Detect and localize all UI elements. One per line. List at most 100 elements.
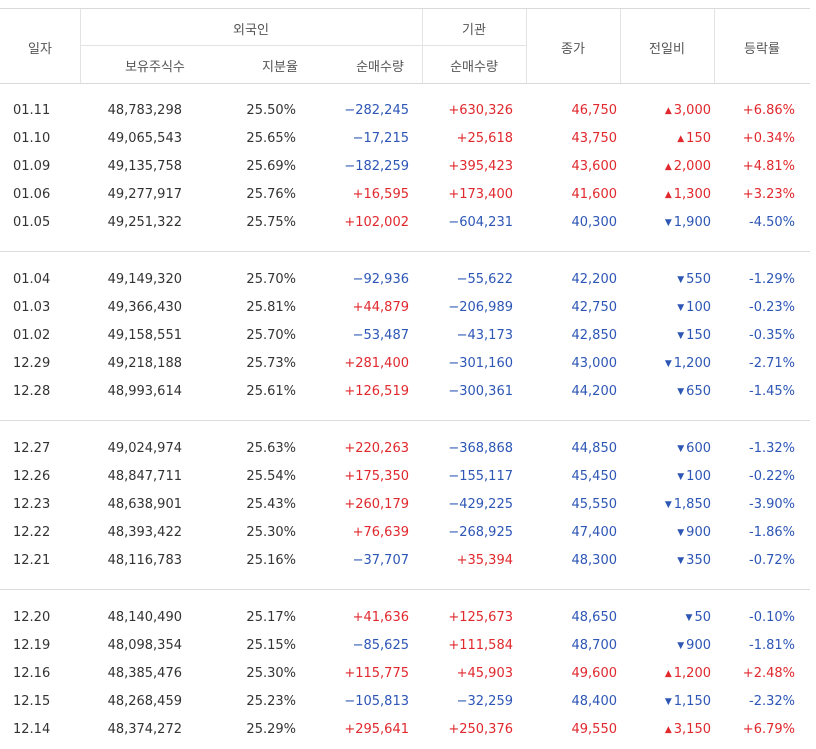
divider (714, 9, 715, 83)
row-share-ratio: 25.17% (246, 610, 296, 625)
row-close: 49,600 (571, 666, 618, 681)
table-header: 일자 외국인 기관 보유주식수 지분율 순매수량 순매수량 종가 전일비 등락률 (0, 8, 810, 84)
row-rate: -1.86% (749, 525, 795, 540)
row-holdings: 49,135,758 (107, 159, 182, 174)
row-share-ratio: 25.76% (246, 187, 296, 202)
row-inst-net: −155,117 (448, 469, 513, 484)
header-inst-net: 순매수량 (450, 60, 498, 75)
row-rate: +6.86% (742, 103, 795, 118)
row-holdings: 48,847,711 (107, 469, 182, 484)
table-row: 12.26 48,847,711 25.54% +175,350 −155,117 45,… (0, 469, 810, 485)
row-date: 01.04 (13, 272, 51, 287)
row-rate: -4.50% (749, 215, 795, 230)
row-change-value: 2,000 (673, 159, 711, 174)
table-row: 12.15 48,268,459 25.23% −105,813 −32,259 48,4… (0, 694, 810, 710)
table-row: 12.20 48,140,490 25.17% +41,636 +125,673 48,6… (0, 610, 810, 626)
row-rate: -1.32% (749, 441, 795, 456)
row-foreign-net: +220,263 (344, 441, 409, 456)
row-change-value: 550 (686, 272, 711, 287)
row-close: 42,850 (571, 328, 618, 343)
row-close: 44,200 (571, 384, 618, 399)
row-change: ▲ 1,200 (620, 666, 711, 683)
row-rate: -1.45% (749, 384, 795, 399)
row-share-ratio: 25.73% (246, 356, 296, 371)
row-date: 01.10 (13, 131, 51, 146)
row-foreign-net: +281,400 (344, 356, 409, 371)
row-close: 48,300 (571, 553, 618, 568)
row-foreign-net: −105,813 (344, 694, 409, 709)
row-close: 48,700 (571, 638, 618, 653)
row-inst-net: +395,423 (448, 159, 513, 174)
row-date: 12.23 (13, 497, 51, 512)
row-date: 12.20 (13, 610, 51, 625)
divider (80, 45, 526, 46)
row-close: 43,750 (571, 131, 618, 146)
row-foreign-net: −92,936 (352, 272, 409, 287)
row-close: 45,450 (571, 469, 618, 484)
triangle-down-icon: ▼ (677, 472, 685, 482)
row-rate: -2.71% (749, 356, 795, 371)
row-inst-net: −43,173 (456, 328, 513, 343)
row-share-ratio: 25.65% (246, 131, 296, 146)
row-holdings: 49,065,543 (107, 131, 182, 146)
triangle-down-icon: ▼ (677, 275, 685, 285)
row-rate: +0.34% (742, 131, 795, 146)
triangle-down-icon: ▼ (677, 641, 685, 651)
row-change: ▼ 100 (620, 469, 711, 486)
row-foreign-net: +260,179 (344, 497, 409, 512)
row-change: ▼ 600 (620, 441, 711, 458)
row-change-value: 1,200 (673, 666, 711, 681)
row-foreign-net: −182,259 (344, 159, 409, 174)
row-change: ▼ 1,200 (620, 356, 711, 373)
row-date: 12.21 (13, 553, 51, 568)
group-separator (0, 251, 810, 252)
triangle-up-icon: ▲ (664, 106, 672, 116)
row-share-ratio: 25.81% (246, 300, 296, 315)
row-date: 12.16 (13, 666, 51, 681)
row-change-value: 150 (686, 131, 711, 146)
table-row: 12.19 48,098,354 25.15% −85,625 +111,584 48,7… (0, 638, 810, 654)
table-row: 12.22 48,393,422 25.30% +76,639 −268,925 47,4… (0, 525, 810, 541)
row-share-ratio: 25.54% (246, 469, 296, 484)
row-foreign-net: −85,625 (352, 638, 409, 653)
row-holdings: 49,251,322 (107, 215, 182, 230)
row-holdings: 49,366,430 (107, 300, 182, 315)
triangle-up-icon: ▲ (664, 162, 672, 172)
header-share-ratio: 지분율 (262, 60, 298, 75)
row-inst-net: +45,903 (456, 666, 513, 681)
table-row: 12.27 49,024,974 25.63% +220,263 −368,868 44,… (0, 441, 810, 457)
table-row: 12.28 48,993,614 25.61% +126,519 −300,361 44,… (0, 384, 810, 400)
row-rate: -0.72% (749, 553, 795, 568)
row-foreign-net: +41,636 (352, 610, 409, 625)
row-holdings: 48,374,272 (107, 722, 182, 737)
row-holdings: 48,385,476 (107, 666, 182, 681)
row-rate: -1.29% (749, 272, 795, 287)
row-change: ▼ 650 (620, 384, 711, 401)
row-change: ▲ 3,000 (620, 103, 711, 120)
row-close: 49,550 (571, 722, 618, 737)
table-row: 12.29 49,218,188 25.73% +281,400 −301,160 43,… (0, 356, 810, 372)
divider (620, 9, 621, 83)
group-separator (0, 589, 810, 590)
row-rate: +2.48% (742, 666, 795, 681)
row-change-value: 900 (686, 638, 711, 653)
row-holdings: 48,783,298 (107, 103, 182, 118)
row-rate: +6.79% (742, 722, 795, 737)
triangle-down-icon: ▼ (664, 218, 672, 228)
row-holdings: 48,993,614 (107, 384, 182, 399)
row-close: 44,850 (571, 441, 618, 456)
row-change: ▼ 150 (620, 328, 711, 345)
row-holdings: 49,218,188 (107, 356, 182, 371)
row-share-ratio: 25.16% (246, 553, 296, 568)
row-inst-net: +125,673 (448, 610, 513, 625)
row-inst-net: +35,394 (456, 553, 513, 568)
row-holdings: 48,638,901 (107, 497, 182, 512)
triangle-up-icon: ▲ (664, 725, 672, 735)
row-change: ▼ 550 (620, 272, 711, 289)
row-share-ratio: 25.75% (246, 215, 296, 230)
row-date: 01.09 (13, 159, 51, 174)
header-change: 전일비 (649, 42, 685, 57)
row-close: 40,300 (571, 215, 618, 230)
row-holdings: 48,116,783 (107, 553, 182, 568)
row-foreign-net: −37,707 (352, 553, 409, 568)
